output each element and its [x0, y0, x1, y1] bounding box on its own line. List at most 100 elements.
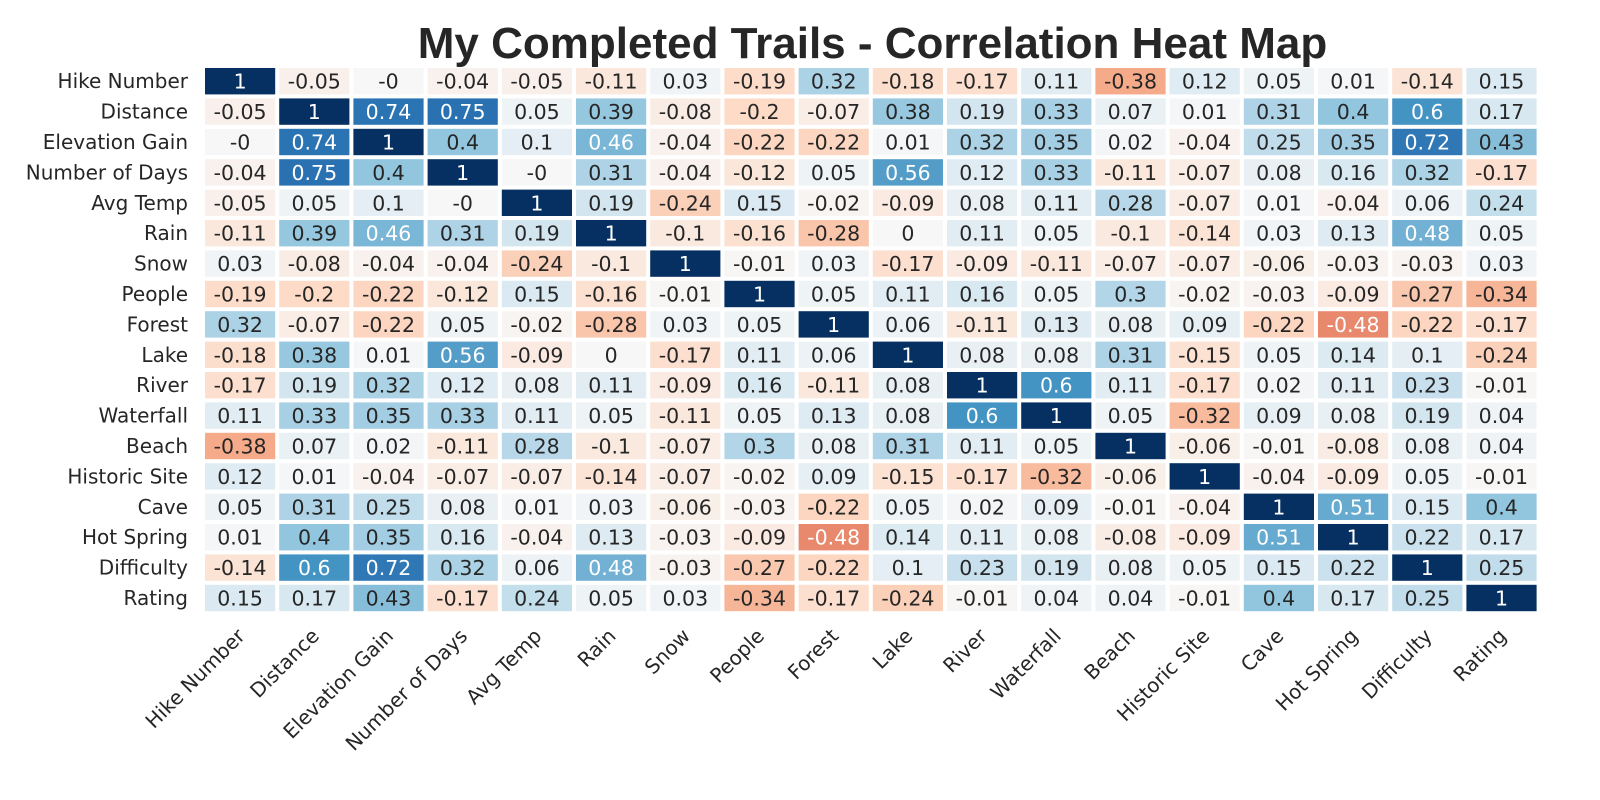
heatmap-cell-river-forest — [798, 372, 869, 399]
heatmap-value-label: 0.02 — [959, 495, 1005, 519]
heatmap-cell-hot-spring-snow — [650, 524, 721, 551]
heatmap-cell-snow-rain — [576, 250, 647, 277]
heatmap-value-label: 0.08 — [1256, 161, 1302, 185]
heatmap-cell-difficulty-hike-number — [205, 554, 276, 581]
x-tick-label-lake: Lake — [868, 624, 918, 674]
heatmap-value-label: -0.11 — [214, 222, 267, 246]
heatmap-cell-lake-waterfall — [1021, 341, 1092, 368]
heatmap-cell-hot-spring-cave — [1243, 524, 1314, 551]
heatmap-value-label: 0.15 — [1479, 70, 1525, 94]
heatmap-value-label: 0.28 — [1108, 191, 1154, 215]
heatmap-value-label: 0.05 — [1479, 222, 1525, 246]
heatmap-value-label: 0.74 — [366, 100, 412, 124]
heatmap-cell-forest-river — [947, 311, 1018, 338]
heatmap-cell-rain-people — [724, 220, 795, 247]
heatmap-cell-river-waterfall — [1021, 372, 1092, 399]
heatmap-value-label: -0.09 — [1327, 283, 1380, 307]
heatmap-cell-difficulty-avg-temp — [501, 554, 572, 581]
heatmap-value-label: -0.09 — [956, 252, 1009, 276]
heatmap-cell-hot-spring-lake — [872, 524, 943, 551]
heatmap-cell-number-of-days-beach — [1095, 159, 1166, 186]
heatmap-cell-lake-elevation-gain — [353, 341, 424, 368]
heatmap-cell-snow-elevation-gain — [353, 250, 424, 277]
heatmap-cell-hike-number-historic-site — [1169, 68, 1240, 95]
heatmap-cell-number-of-days-cave — [1243, 159, 1314, 186]
heatmap-value-label: -0.17 — [1475, 313, 1528, 337]
heatmap-value-label: -0.17 — [956, 70, 1009, 94]
heatmap-value-label: 1 — [901, 343, 914, 367]
heatmap-cell-people-snow — [650, 280, 721, 308]
heatmap-cell-forest-waterfall — [1021, 311, 1092, 338]
heatmap-value-label: 0.25 — [366, 495, 412, 519]
heatmap-value-label: 0.1 — [1411, 343, 1444, 367]
heatmap-cell-difficulty-rain — [576, 554, 647, 581]
heatmap-cell-elevation-gain-beach — [1095, 128, 1166, 156]
heatmap-cell-historic-site-people — [724, 463, 795, 490]
heatmap-value-label: -0.02 — [733, 465, 786, 489]
heatmap-value-label: 0.03 — [662, 587, 708, 611]
heatmap-value-label: 1 — [308, 100, 321, 124]
heatmap-cell-hike-number-forest — [798, 68, 869, 95]
heatmap-cell-beach-forest — [798, 432, 869, 460]
heatmap-cell-hike-number-snow — [650, 68, 721, 95]
heatmap-value-label: 0.4 — [298, 526, 331, 550]
heatmap-value-label: -0.1 — [1111, 222, 1151, 246]
heatmap-cell-number-of-days-historic-site — [1169, 159, 1240, 186]
heatmap-value-label: 0.01 — [217, 526, 263, 550]
heatmap-cell-historic-site-rain — [576, 463, 647, 490]
heatmap-value-label: 0.31 — [885, 435, 931, 459]
heatmap-cell-beach-cave — [1243, 432, 1314, 460]
heatmap-value-label: 0.72 — [366, 556, 412, 580]
heatmap-value-label: -0.28 — [585, 313, 638, 337]
heatmap-value-label: 0.38 — [885, 100, 931, 124]
heatmap-cell-snow-cave — [1243, 250, 1314, 277]
heatmap-value-label: -0.07 — [510, 465, 563, 489]
heatmap-value-label: 0.17 — [291, 587, 337, 611]
heatmap-cell-rain-forest — [798, 220, 869, 247]
heatmap-value-label: -0.07 — [288, 313, 341, 337]
heatmap-value-label: 0.19 — [588, 191, 634, 215]
heatmap-value-label: 0.13 — [588, 526, 634, 550]
heatmap-value-label: 0.11 — [1033, 191, 1079, 215]
heatmap-cell-number-of-days-number-of-days — [427, 159, 498, 186]
y-tick-label-snow: Snow — [134, 252, 188, 276]
heatmap-value-label: -0.27 — [733, 556, 786, 580]
heatmap-value-label: -0.05 — [214, 191, 267, 215]
heatmap-value-label: 1 — [1050, 404, 1063, 428]
heatmap-value-label: -0.15 — [1178, 343, 1231, 367]
heatmap-value-label: -0.38 — [214, 435, 267, 459]
heatmap-cell-hot-spring-hike-number — [205, 524, 276, 551]
x-tick-label-rating: Rating — [1448, 624, 1511, 687]
heatmap-cell-beach-hot-spring — [1318, 432, 1389, 460]
heatmap-cell-historic-site-beach — [1095, 463, 1166, 490]
heatmap-value-label: 0.32 — [440, 556, 486, 580]
heatmap-value-label: -0.09 — [881, 191, 934, 215]
heatmap-cell-hike-number-avg-temp — [501, 68, 572, 95]
heatmap-cell-lake-beach — [1095, 341, 1166, 368]
heatmap-value-label: 0.01 — [366, 343, 412, 367]
heatmap-value-label: -0.05 — [214, 100, 267, 124]
heatmap-value-label: 0.1 — [372, 191, 405, 215]
heatmap-cell-people-hike-number — [205, 280, 276, 308]
heatmap-value-label: 0.16 — [440, 526, 486, 550]
heatmap-cell-historic-site-hot-spring — [1318, 463, 1389, 490]
heatmap-value-label: 0.04 — [1033, 587, 1079, 611]
heatmap-value-label: 0.75 — [440, 100, 486, 124]
heatmap-value-label: -0.22 — [733, 131, 786, 155]
heatmap-cell-beach-avg-temp — [501, 432, 572, 460]
heatmap-cell-rating-lake — [872, 584, 943, 612]
heatmap-cell-avg-temp-people — [724, 189, 795, 216]
heatmap-cell-hot-spring-elevation-gain — [353, 524, 424, 551]
heatmap-value-label: 0.11 — [885, 283, 931, 307]
heatmap-value-label: -0.34 — [733, 587, 786, 611]
heatmap-value-label: 0.35 — [1330, 131, 1376, 155]
heatmap-cell-cave-rating — [1466, 493, 1537, 520]
heatmap-value-label: -0.07 — [659, 465, 712, 489]
heatmap-cell-avg-temp-avg-temp — [501, 189, 572, 216]
heatmap-value-label: -0.34 — [1475, 283, 1528, 307]
heatmap-cell-rating-beach — [1095, 584, 1166, 612]
heatmap-cell-waterfall-forest — [798, 402, 869, 429]
heatmap-value-label: 0.08 — [1108, 313, 1154, 337]
heatmap-cell-hike-number-waterfall — [1021, 68, 1092, 95]
heatmap-cell-river-beach — [1095, 372, 1166, 399]
